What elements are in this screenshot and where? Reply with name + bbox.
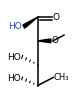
Polygon shape <box>23 17 38 28</box>
Text: O: O <box>53 13 60 22</box>
Text: CH₃: CH₃ <box>54 73 69 82</box>
Text: HO: HO <box>8 53 21 61</box>
Text: O: O <box>52 36 59 45</box>
Polygon shape <box>38 39 51 43</box>
Text: HO: HO <box>8 74 21 83</box>
Text: HO: HO <box>8 22 22 31</box>
